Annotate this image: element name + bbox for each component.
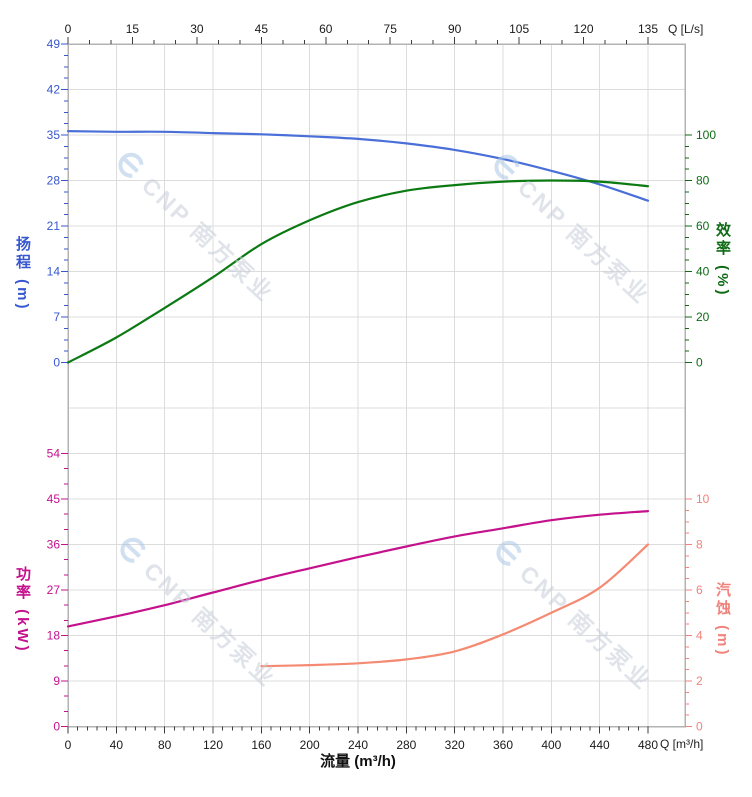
power-tick-label: 54 (47, 447, 61, 461)
flow_m3h-tick-label: 360 (493, 738, 513, 752)
flow-axis-title: 流量 (m³/h) (320, 753, 396, 770)
npsh-tick-label: 6 (696, 583, 703, 597)
head-tick-label: 14 (47, 265, 61, 279)
power-tick-label: 45 (47, 492, 61, 506)
flow-unit-label-bottom: Q [m³/h] (660, 737, 704, 751)
plot-border (67, 43, 686, 728)
flow_m3h-tick-label: 80 (158, 738, 172, 752)
head-tick-label: 35 (47, 128, 61, 142)
flow_m3h-tick-label: 480 (638, 738, 658, 752)
efficiency-tick-label: 0 (696, 356, 703, 370)
flow-unit-label-top: Q [L/s] (668, 22, 704, 36)
head-tick-label: 21 (47, 219, 61, 233)
flow_ls-tick-label: 120 (574, 22, 594, 36)
power-tick-label: 18 (47, 629, 61, 643)
npsh-axis-title: 汽蚀 (m) (714, 582, 731, 658)
flow_ls-tick-label: 90 (448, 22, 462, 36)
flow_m3h-tick-label: 400 (541, 738, 561, 752)
flow_m3h-tick-label: 440 (590, 738, 610, 752)
axis-ticks (61, 37, 692, 734)
power-tick-label: 27 (47, 583, 61, 597)
flow_ls-tick-label: 105 (509, 22, 529, 36)
efficiency-tick-label: 20 (696, 310, 710, 324)
head-curve (66, 130, 650, 202)
head-tick-label: 28 (47, 174, 61, 188)
head-tick-label: 49 (47, 37, 61, 51)
flow_m3h-tick-label: 320 (445, 738, 465, 752)
flow_m3h-tick-label: 200 (300, 738, 320, 752)
efficiency-tick-label: 40 (696, 265, 710, 279)
flow_m3h-tick-label: 0 (65, 738, 72, 752)
flow_ls-tick-label: 30 (190, 22, 204, 36)
power-tick-label: 9 (53, 674, 60, 688)
grid-lines (67, 43, 685, 727)
npsh-tick-label: 4 (696, 629, 703, 643)
efficiency-axis-title: 效率 (%) (714, 222, 731, 298)
head-tick-label: 7 (53, 310, 60, 324)
npsh-tick-label: 10 (696, 492, 710, 506)
flow_ls-tick-label: 15 (126, 22, 140, 36)
efficiency-tick-label: 80 (696, 174, 710, 188)
flow_ls-tick-label: 135 (638, 22, 658, 36)
efficiency-tick-label: 100 (696, 128, 716, 142)
efficiency-curve (66, 179, 650, 364)
plot-frame (67, 43, 686, 728)
npsh-tick-label: 8 (696, 538, 703, 552)
head-axis-title: 扬程 (m) (14, 236, 31, 312)
flow_ls-tick-label: 60 (319, 22, 333, 36)
flow_m3h-tick-label: 120 (203, 738, 223, 752)
flow_ls-tick-label: 75 (384, 22, 398, 36)
power-tick-label: 0 (53, 720, 60, 734)
head-tick-label: 0 (53, 356, 60, 370)
flow_m3h-tick-label: 160 (251, 738, 271, 752)
flow_ls-tick-label: 0 (65, 22, 72, 36)
power-axis-title: 功率 (kW) (14, 566, 31, 654)
flow_m3h-tick-label: 280 (396, 738, 416, 752)
head-tick-label: 42 (47, 83, 61, 97)
flow_m3h-tick-label: 240 (348, 738, 368, 752)
npsh-tick-label: 2 (696, 674, 703, 688)
power-tick-label: 36 (47, 538, 61, 552)
npsh-curve (260, 543, 650, 668)
npsh-tick-label: 0 (696, 720, 703, 734)
efficiency-tick-label: 60 (696, 219, 710, 233)
power-curve (66, 510, 650, 628)
flow_ls-tick-label: 45 (255, 22, 269, 36)
flow_m3h-tick-label: 40 (110, 738, 124, 752)
data-curves (66, 130, 650, 668)
